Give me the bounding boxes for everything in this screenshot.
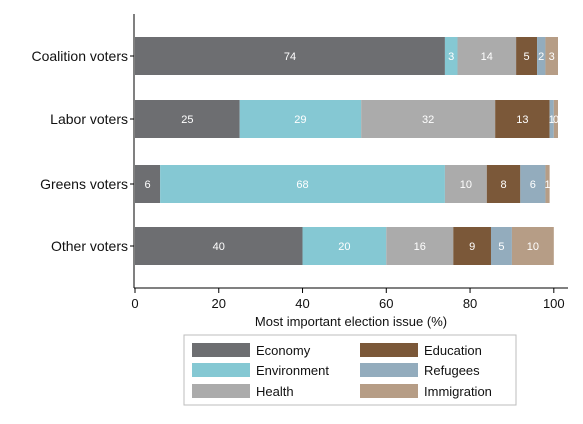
bar-segment-greens-voters-health xyxy=(444,165,487,203)
bar-segment-labor-voters-education xyxy=(495,100,550,138)
x-axis-ticks: 0 20 40 60 80 100 xyxy=(131,288,565,311)
data-label-other-voters-health: 16 xyxy=(414,241,426,253)
data-label-greens-voters-refugees: 6 xyxy=(530,179,536,191)
bar-segment-greens-voters-refugees xyxy=(520,165,546,203)
bar-segment-other-voters-health xyxy=(386,227,454,265)
bar-segment-labor-voters-health xyxy=(361,100,496,138)
data-label-coalition-voters-education: 5 xyxy=(524,51,530,63)
bars-layer: 74 3 14 5 2 325 29 32 13 106 68 10 8 6 140 20 16 9 5 10 xyxy=(135,37,559,265)
x-axis-title: Most important election issue (%) xyxy=(255,314,447,329)
legend-swatch-refugees xyxy=(360,363,418,377)
bar-segment-labor-voters-economy xyxy=(135,100,240,138)
bar-segment-coalition-voters-immigration xyxy=(545,37,558,75)
bar-segment-labor-voters-refugees xyxy=(549,100,554,138)
x-tick-label-40: 40 xyxy=(295,296,309,311)
bar-segment-greens-voters-economy xyxy=(135,165,161,203)
legend-label-immigration: Immigration xyxy=(424,384,492,399)
data-label-coalition-voters-refugees: 2 xyxy=(538,51,544,63)
bar-segment-other-voters-economy xyxy=(135,227,303,265)
data-label-labor-voters-environment: 29 xyxy=(294,114,306,126)
data-label-greens-voters-health: 10 xyxy=(460,179,472,191)
data-label-greens-voters-education: 8 xyxy=(500,179,506,191)
legend-swatch-health xyxy=(192,384,250,398)
data-label-coalition-voters-health: 14 xyxy=(481,51,493,63)
legend-label-education: Education xyxy=(424,343,482,358)
category-label-greens-voters: Greens voters xyxy=(40,176,128,192)
data-label-coalition-voters-environment: 3 xyxy=(448,51,454,63)
data-label-other-voters-immigration: 10 xyxy=(527,241,539,253)
category-label-other-voters: Other voters xyxy=(51,238,128,254)
data-label-coalition-voters-immigration: 3 xyxy=(549,51,555,63)
data-label-greens-voters-environment: 68 xyxy=(296,179,308,191)
legend-swatch-environment xyxy=(192,363,250,377)
x-tick-label-100: 100 xyxy=(543,296,565,311)
legend: Economy Environment Health Education Refugee… xyxy=(183,334,517,406)
legend-items: Economy Environment Health Education Refugee… xyxy=(192,343,492,399)
legend-label-refugees: Refugees xyxy=(424,363,480,378)
data-label-greens-voters-economy: 6 xyxy=(145,179,151,191)
category-label-labor-voters: Labor voters xyxy=(50,111,128,127)
bar-segment-labor-voters-environment xyxy=(239,100,362,138)
bar-segment-coalition-voters-economy xyxy=(135,37,445,75)
bar-segment-other-voters-education xyxy=(453,227,491,265)
bar-segment-coalition-voters-environment xyxy=(444,37,458,75)
bar-segment-greens-voters-immigration xyxy=(545,165,550,203)
legend-label-environment: Environment xyxy=(256,363,329,378)
x-tick-label-0: 0 xyxy=(131,296,138,311)
data-label-greens-voters-immigration: 1 xyxy=(544,179,550,191)
data-label-labor-voters-immigration: 0 xyxy=(553,114,559,126)
bar-segment-labor-voters-immigration xyxy=(553,100,558,138)
category-label-coalition-voters: Coalition voters xyxy=(32,48,129,64)
legend-swatch-economy xyxy=(192,343,250,357)
x-tick-label-20: 20 xyxy=(212,296,226,311)
data-label-labor-voters-refugees: 1 xyxy=(549,114,555,126)
bar-segment-greens-voters-education xyxy=(486,165,521,203)
data-label-labor-voters-health: 32 xyxy=(422,114,434,126)
bar-segment-coalition-voters-health xyxy=(457,37,517,75)
legend-swatch-education xyxy=(360,343,418,357)
data-label-coalition-voters-economy: 74 xyxy=(284,51,296,63)
legend-label-economy: Economy xyxy=(256,343,311,358)
data-label-other-voters-environment: 20 xyxy=(338,241,350,253)
x-tick-label-80: 80 xyxy=(463,296,477,311)
legend-swatch-immigration xyxy=(360,384,418,398)
bar-segment-coalition-voters-education xyxy=(516,37,538,75)
data-label-other-voters-education: 9 xyxy=(469,241,475,253)
bar-segment-coalition-voters-refugees xyxy=(537,37,546,75)
bar-segment-greens-voters-environment xyxy=(160,165,445,203)
data-label-other-voters-refugees: 5 xyxy=(498,241,504,253)
x-tick-label-60: 60 xyxy=(379,296,393,311)
bar-segment-other-voters-environment xyxy=(302,227,387,265)
data-label-labor-voters-education: 13 xyxy=(516,114,528,126)
bar-segment-other-voters-refugees xyxy=(490,227,512,265)
category-labels: Coalition voters Labor voters Greens voter… xyxy=(32,48,134,254)
legend-label-health: Health xyxy=(256,384,294,399)
data-label-labor-voters-economy: 25 xyxy=(181,114,193,126)
data-label-other-voters-economy: 40 xyxy=(213,241,225,253)
bar-segment-other-voters-immigration xyxy=(511,227,554,265)
